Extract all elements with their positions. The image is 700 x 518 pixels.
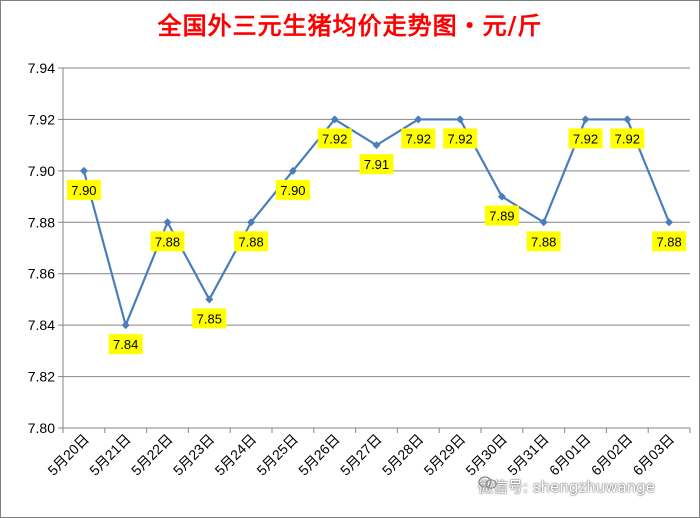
y-tick-label: 7.92: [28, 111, 55, 127]
x-tick-label: 5月24日: [212, 431, 260, 479]
data-label: 7.92: [610, 128, 645, 149]
data-label: 7.88: [234, 231, 269, 252]
x-tick-label: 5月22日: [128, 431, 176, 479]
data-label: 7.88: [526, 231, 561, 252]
x-tick-label: 5月26日: [295, 431, 343, 479]
y-tick-label: 7.94: [28, 60, 55, 76]
data-label-text: 7.92: [573, 131, 598, 146]
data-label-text: 7.88: [155, 234, 180, 249]
data-point: [539, 218, 548, 227]
data-label: 7.85: [192, 308, 227, 329]
data-labels: 7.90 7.84 7.88 7.85 7.88 7.90 7.92 7.91 7.92 7.92…: [66, 128, 687, 355]
x-tick-label: 5月23日: [170, 431, 218, 479]
data-label-text: 7.89: [489, 209, 514, 224]
data-label-box: [150, 231, 185, 252]
data-label: 7.84: [108, 334, 143, 355]
data-label-box: [443, 128, 478, 149]
data-label-box: [401, 128, 436, 149]
data-label: 7.90: [275, 179, 310, 200]
data-point: [372, 141, 381, 150]
data-label-box: [192, 308, 227, 329]
x-tick-label: 6月01日: [546, 431, 594, 479]
x-tick-label: 5月31日: [504, 431, 552, 479]
x-tick-label: 5月20日: [44, 431, 92, 479]
data-label-box: [234, 231, 269, 252]
y-tick-label: 7.82: [28, 369, 55, 385]
data-label: 7.92: [317, 128, 352, 149]
data-label: 7.90: [66, 179, 101, 200]
data-point: [414, 115, 423, 124]
data-label-box: [484, 205, 519, 226]
data-label-text: 7.88: [656, 234, 681, 249]
data-label-text: 7.92: [322, 131, 347, 146]
watermark-text: 微信号: shengzhuwange: [478, 478, 656, 496]
y-tick-labels: 7.80 7.82 7.84 7.86 7.88 7.90 7.92 7.94: [28, 60, 55, 436]
data-label-text: 7.90: [280, 183, 305, 198]
x-tick-label: 6月03日: [630, 431, 678, 479]
data-point: [581, 115, 590, 124]
data-label-text: 7.92: [447, 131, 472, 146]
data-label-box: [652, 231, 687, 252]
data-label-text: 7.92: [615, 131, 640, 146]
data-point: [665, 218, 674, 227]
y-tick-label: 7.86: [28, 266, 55, 282]
data-label-text: 7.91: [364, 157, 389, 172]
data-label: 7.88: [652, 231, 687, 252]
chart-title: 全国外三元生猪均价走势图・元/斤: [157, 11, 543, 40]
data-label-box: [568, 128, 603, 149]
y-tick-label: 7.90: [28, 163, 55, 179]
data-label-text: 7.88: [238, 234, 263, 249]
data-point: [288, 166, 297, 175]
data-point: [330, 115, 339, 124]
data-label-box: [526, 231, 561, 252]
x-tick-labels: 5月20日5月21日5月22日5月23日5月24日5月25日5月26日5月27日…: [44, 431, 677, 479]
data-point: [205, 295, 214, 304]
x-tick-label: 5月28日: [379, 431, 427, 479]
data-label-box: [108, 334, 143, 355]
data-label: 7.88: [150, 231, 185, 252]
data-label-text: 7.85: [197, 311, 222, 326]
data-label-box: [359, 154, 394, 175]
data-label-text: 7.84: [113, 337, 138, 352]
data-label: 7.89: [484, 205, 519, 226]
x-tick-label: 5月21日: [86, 431, 134, 479]
wechat-icon: [478, 476, 497, 489]
y-tick-label: 7.80: [28, 420, 55, 436]
data-point: [497, 192, 506, 201]
axes: [58, 67, 691, 433]
data-label-box: [610, 128, 645, 149]
x-tick-label: 5月25日: [253, 431, 301, 479]
x-tick-label: 6月02日: [588, 431, 636, 479]
data-point: [163, 218, 172, 227]
data-label-text: 7.88: [531, 234, 556, 249]
data-label: 7.92: [443, 128, 478, 149]
data-point: [456, 115, 465, 124]
y-tick-label: 7.84: [28, 317, 55, 333]
x-tick-label: 5月30日: [462, 431, 510, 479]
data-label: 7.92: [568, 128, 603, 149]
data-point: [247, 218, 256, 227]
data-point: [623, 115, 632, 124]
data-point: [79, 166, 88, 175]
watermark: 微信号: shengzhuwange: [478, 476, 655, 497]
data-label-text: 7.92: [406, 131, 431, 146]
data-label-box: [275, 179, 310, 200]
data-label-text: 7.90: [71, 183, 96, 198]
x-tick-label: 5月27日: [337, 431, 385, 479]
data-point: [121, 321, 130, 330]
data-label-box: [317, 128, 352, 149]
x-tick-label: 5月29日: [421, 431, 469, 479]
data-label: 7.92: [401, 128, 436, 149]
data-label-box: [66, 179, 101, 200]
data-label: 7.91: [359, 154, 394, 175]
y-tick-label: 7.88: [28, 214, 55, 230]
